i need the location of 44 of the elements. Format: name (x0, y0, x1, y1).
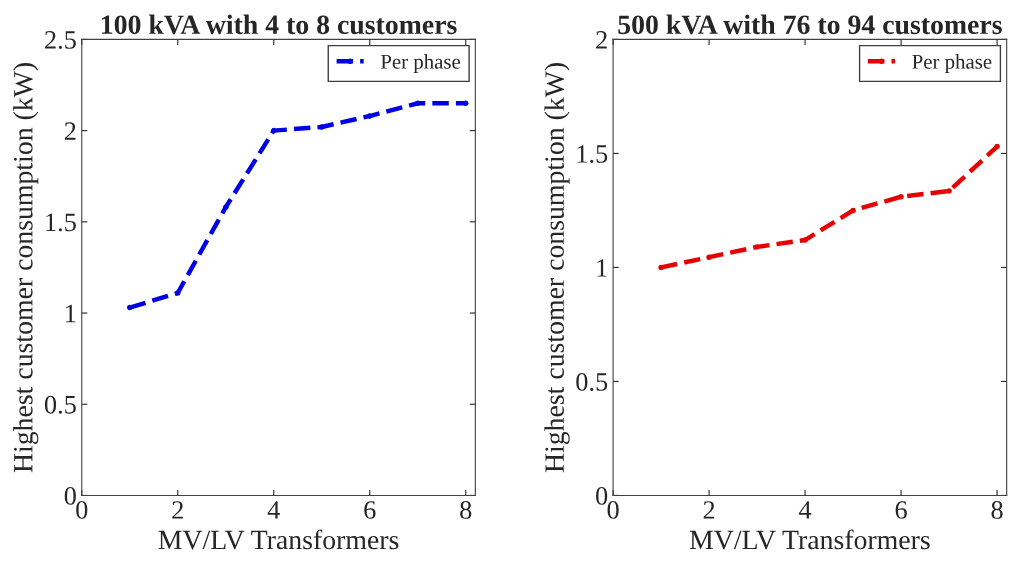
x-tick-label: 6 (364, 501, 376, 519)
y-axis-title: Highest customer consumption (kW) (13, 63, 39, 473)
point (174, 290, 181, 296)
chart-title: 500 kVA with 76 to 94 customers (618, 14, 1002, 35)
y-tick-label: 0.5 (44, 395, 76, 414)
chart-title: 100 kVA with 4 to 8 customers (102, 14, 457, 35)
y-tick-label: 2 (596, 31, 607, 49)
point (222, 204, 229, 211)
x-axis-title: MV/LV Transformers (158, 529, 399, 550)
point (802, 237, 808, 243)
y-tick-label: 0.5 (576, 373, 608, 391)
point (706, 254, 712, 260)
y-axis-title: Highest customer consumption (kW) (544, 63, 570, 473)
x-tick-label: 8 (460, 501, 472, 519)
x-tick-label: 8 (991, 501, 1003, 519)
y-tick-label: 1 (597, 259, 607, 277)
x-tick-label: 2 (172, 501, 183, 519)
x-axis-title: MV/LV Transformers (689, 529, 930, 550)
point (754, 244, 760, 250)
y-tick-label: 2.5 (45, 31, 76, 49)
point (658, 264, 664, 271)
point (270, 127, 277, 134)
point (850, 207, 856, 214)
point (126, 304, 133, 311)
x-tick-label: 4 (267, 501, 280, 519)
point (414, 100, 421, 107)
x-tick-label: 4 (799, 501, 812, 519)
y-tick-label: 2 (64, 122, 76, 140)
y-tick-label: 0 (596, 487, 608, 505)
y-tick-label: 1 (66, 304, 76, 323)
x-tick-label: 2 (703, 501, 715, 519)
legend-label: Per phase (912, 54, 992, 74)
point (946, 188, 952, 194)
legend-label: Per phase (380, 54, 461, 74)
y-tick-label: 1.5 (46, 213, 76, 232)
y-tick-label: 0 (64, 487, 76, 505)
point (366, 113, 373, 119)
y-tick-label: 1.5 (577, 145, 608, 163)
point (462, 100, 469, 107)
point (898, 193, 904, 200)
point (994, 143, 1000, 150)
x-tick-label: 6 (895, 501, 907, 519)
x-tick-label: 0 (607, 501, 619, 519)
x-tick-label: 0 (76, 501, 88, 519)
